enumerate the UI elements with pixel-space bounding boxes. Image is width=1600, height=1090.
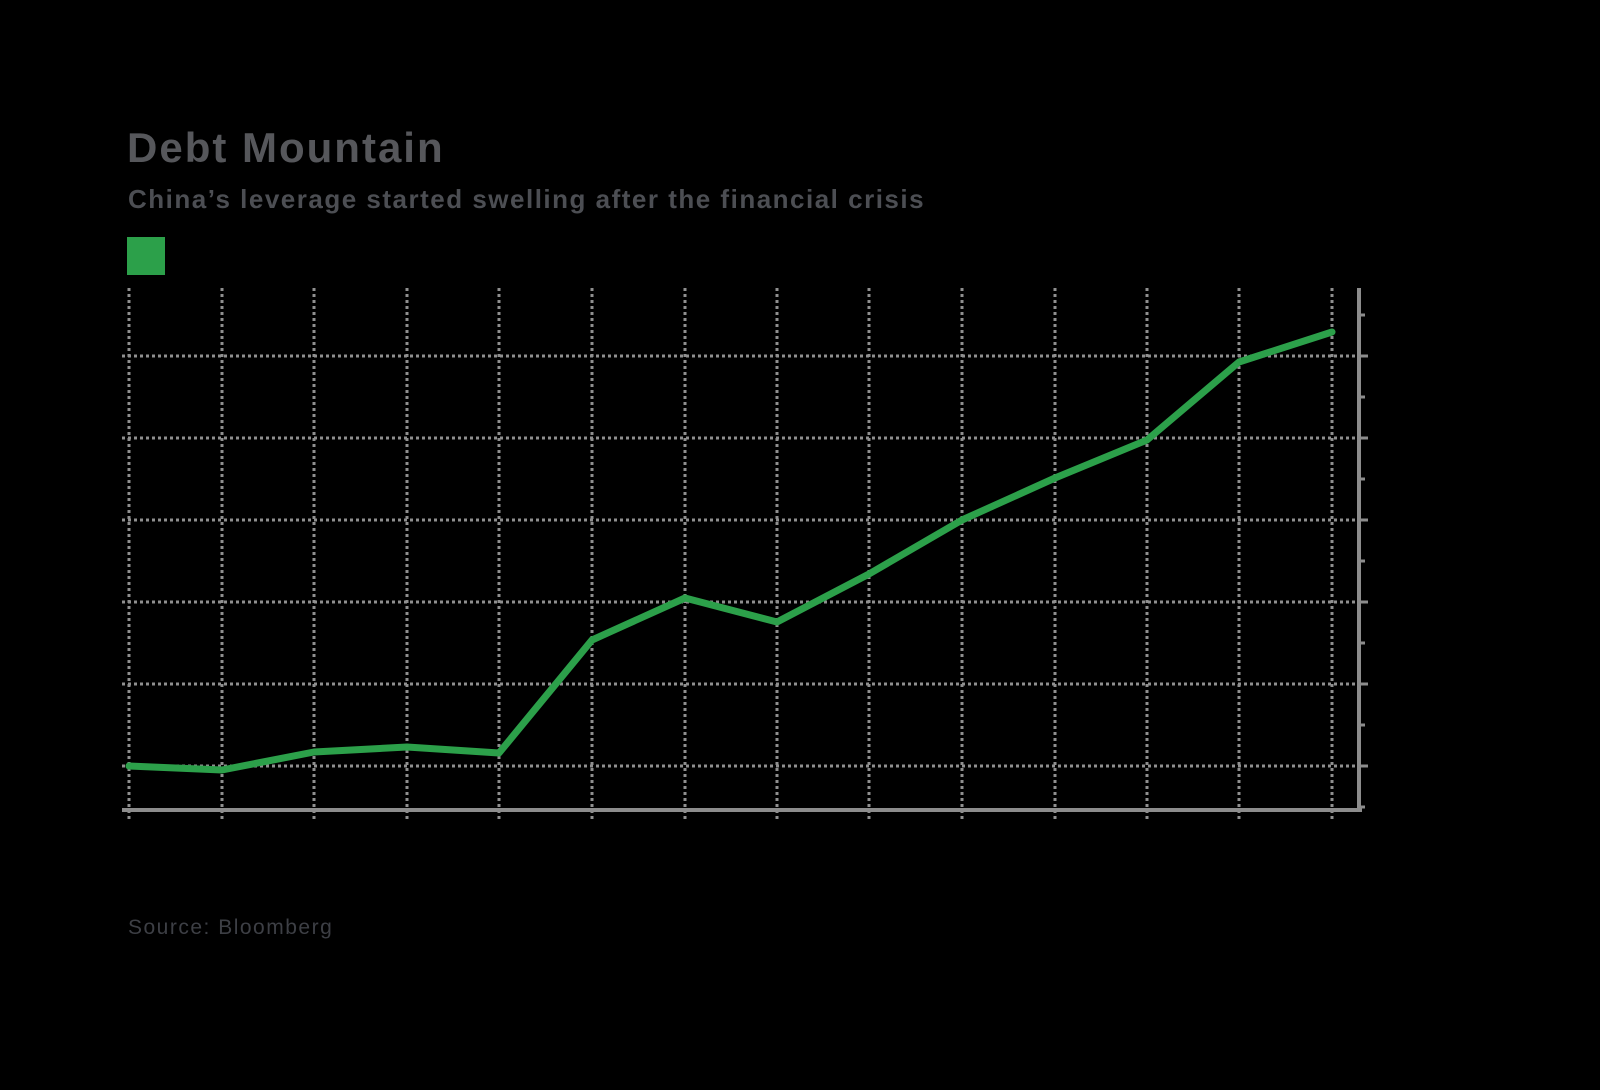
chart-subtitle: China’s leverage started swelling after … bbox=[128, 184, 926, 214]
chart-legend bbox=[127, 237, 177, 275]
source-text: Source: Bloomberg bbox=[128, 916, 334, 939]
chart-title: Debt Mountain bbox=[127, 124, 445, 171]
legend-swatch bbox=[127, 237, 165, 275]
